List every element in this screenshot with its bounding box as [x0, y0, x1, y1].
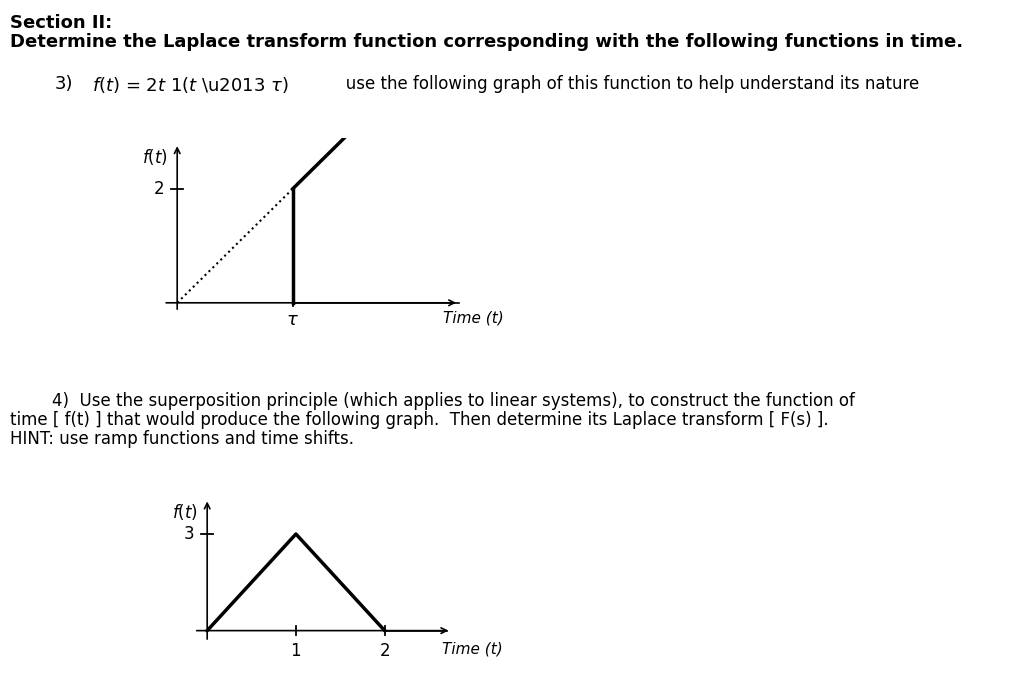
Text: 1: 1 — [291, 642, 301, 660]
Text: HINT: use ramp functions and time shifts.: HINT: use ramp functions and time shifts… — [10, 430, 354, 448]
Text: $f(t)$ = 2$t$ 1($t$ \u2013 $\tau$): $f(t)$ = 2$t$ 1($t$ \u2013 $\tau$) — [92, 75, 289, 95]
Text: $f(t)$: $f(t)$ — [172, 502, 199, 522]
Text: use the following graph of this function to help understand its nature: use the following graph of this function… — [330, 75, 920, 93]
Text: $\tau$: $\tau$ — [287, 311, 299, 329]
Text: Time (t): Time (t) — [442, 642, 503, 657]
Text: time [ f(t) ] that would produce the following graph.  Then determine its Laplac: time [ f(t) ] that would produce the fol… — [10, 411, 828, 429]
Text: 2: 2 — [379, 642, 390, 660]
Text: 2: 2 — [154, 180, 165, 198]
Text: $f(t)$: $f(t)$ — [142, 147, 168, 166]
Text: 3: 3 — [183, 525, 194, 543]
Text: 4)  Use the superposition principle (which applies to linear systems), to constr: 4) Use the superposition principle (whic… — [10, 392, 855, 410]
Text: Section II:: Section II: — [10, 14, 113, 32]
Text: Determine the Laplace transform function corresponding with the following functi: Determine the Laplace transform function… — [10, 33, 964, 51]
Text: 3): 3) — [55, 75, 74, 93]
Text: Time (t): Time (t) — [442, 311, 504, 326]
